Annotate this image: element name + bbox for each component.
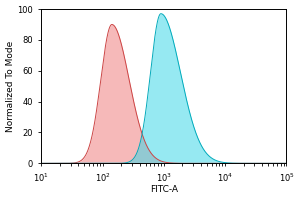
Y-axis label: Normalized To Mode: Normalized To Mode [6, 41, 15, 132]
X-axis label: FITC-A: FITC-A [150, 185, 178, 194]
